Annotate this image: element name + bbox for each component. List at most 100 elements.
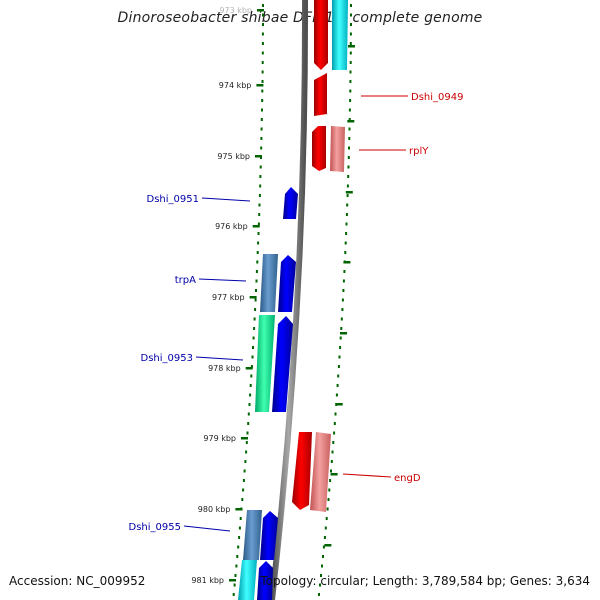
tick-mark-outer — [340, 332, 347, 335]
ring-guide-dot — [252, 336, 255, 340]
gene-label-connector — [195, 356, 244, 361]
tick-mark-outer — [343, 261, 351, 264]
ring-guide-dot — [327, 498, 330, 501]
ring-guide-dot — [322, 545, 325, 549]
ring-guide-dot — [346, 194, 349, 197]
cds-forward-dshi-0951[interactable] — [283, 187, 298, 219]
ring-guide-dot — [238, 526, 241, 530]
ring-guide-dot — [247, 412, 250, 416]
cds-forward-dshi-0953[interactable] — [272, 316, 293, 412]
ring-guide-dot — [232, 593, 235, 596]
ring-guide-dot — [328, 488, 331, 492]
ring-guide-dot — [261, 108, 263, 112]
cds-forward-trpA[interactable] — [278, 255, 296, 312]
ring-guide-dot — [255, 270, 258, 273]
cog-cyan[interactable] — [238, 560, 257, 600]
ring-guide-dot — [337, 374, 340, 378]
ring-guide-dot — [338, 355, 341, 359]
ring-guide-dot — [319, 583, 321, 587]
cog-pink-engD[interactable] — [310, 432, 331, 512]
ring-guide-dot — [245, 441, 248, 444]
ring-guide-dot — [337, 365, 340, 368]
ring-guide-dot — [331, 450, 334, 454]
map-title: Dinoroseobacter shibae DFL 12, complete … — [117, 10, 483, 26]
ring-guide-dot — [254, 298, 257, 302]
ring-guide-dot — [333, 422, 336, 425]
ring-guide-dot — [256, 251, 259, 254]
ring-guide-dot — [325, 517, 328, 520]
gene-label-trpa[interactable]: trpA — [175, 275, 196, 286]
tick-mark-outer — [347, 120, 355, 123]
ring-guide-dot — [345, 213, 348, 216]
cds-reverse-engD[interactable] — [292, 432, 312, 510]
ring-guide-dot — [259, 165, 262, 169]
tick-mark — [252, 225, 260, 228]
reverse-cog-track — [310, 0, 348, 512]
ring-guide-dot — [349, 80, 352, 83]
ring-guide-dot — [253, 327, 256, 330]
gene-label-rply[interactable]: rplY — [409, 146, 429, 157]
ring-guide-dot — [250, 365, 253, 368]
ring-guide-dot — [256, 260, 259, 264]
ring-guide-dot — [340, 327, 343, 330]
accession-text: Accession: NC_009952 — [9, 574, 146, 588]
cds-forward[interactable] — [257, 561, 273, 600]
ring-guide-dot — [242, 479, 245, 482]
ring-guide-dot — [243, 469, 246, 473]
ring-guide-dot — [247, 422, 250, 425]
genome-backbone — [269, 0, 309, 600]
tick-label: 976 kbp — [215, 222, 248, 231]
ring-guide-dot — [250, 374, 253, 378]
ring-guide-dot — [346, 203, 349, 207]
cds-reverse-rplY[interactable] — [312, 126, 326, 171]
gene-label-dshi-0955[interactable]: Dshi_0955 — [129, 522, 181, 533]
ring-guide-dot — [349, 51, 352, 55]
tick-label: 979 kbp — [203, 434, 236, 443]
cog-pink-rplY[interactable] — [330, 126, 345, 172]
ring-guide-dot — [321, 564, 323, 568]
ring-guide-dot — [255, 279, 258, 283]
cog-steelblue-dshi-0955[interactable] — [243, 510, 262, 560]
ring-guide-dot — [348, 108, 351, 112]
tick-mark-outer — [345, 191, 353, 194]
ring-guide-dot — [347, 165, 350, 169]
gene-label-engd[interactable]: engD — [394, 473, 421, 484]
cog-steelblue-trpA[interactable] — [260, 254, 278, 312]
ring-guide-dot — [260, 118, 263, 121]
ring-guide-dot — [347, 156, 350, 159]
ring-guide-dot — [249, 393, 252, 397]
ring-guide-dot — [262, 23, 264, 26]
ring-guide-dot — [245, 450, 248, 454]
ring-guide-dot — [257, 222, 260, 226]
ring-guide-dot — [258, 203, 261, 207]
ring-guide-dot — [350, 23, 352, 26]
ring-guide-dot — [253, 317, 256, 321]
ring-guide-dot — [262, 13, 264, 17]
ring-guide-dot — [260, 127, 263, 131]
ring-guide-dot — [257, 241, 260, 245]
gene-label-dshi-0953[interactable]: Dshi_0953 — [141, 353, 193, 364]
ring-guide-dot — [237, 545, 240, 549]
ring-guide-dot — [261, 80, 264, 83]
cds-reverse[interactable] — [314, 0, 328, 70]
tick-label: 975 kbp — [217, 152, 250, 161]
ring-guide-dot — [261, 89, 264, 93]
cds-reverse-dshi-0949[interactable] — [314, 73, 327, 116]
ring-guide-dot — [335, 393, 338, 397]
coordinate-ticks: 973 kbp 974 kbp 975 kbp 976 kbp 977 kbp 978 k… — [191, 6, 355, 585]
tick-mark — [257, 9, 264, 12]
ring-guide-dot — [341, 308, 344, 311]
ring-guide-dot — [234, 574, 237, 577]
ring-guide-dot — [239, 517, 242, 520]
ring-guide-dot — [322, 555, 324, 558]
ring-guide-dot — [261, 99, 264, 102]
cds-forward-dshi-0955[interactable] — [260, 511, 278, 560]
tick-mark-outer — [348, 45, 355, 48]
gene-label-connector — [198, 278, 247, 282]
gene-label-dshi-0951[interactable]: Dshi_0951 — [147, 194, 199, 205]
cog-green-dshi-0953[interactable] — [255, 315, 275, 412]
tick-label: 973 kbp — [219, 6, 252, 15]
cog-cyan[interactable] — [332, 0, 348, 70]
gene-label-dshi-0949[interactable]: Dshi_0949 — [411, 92, 463, 103]
